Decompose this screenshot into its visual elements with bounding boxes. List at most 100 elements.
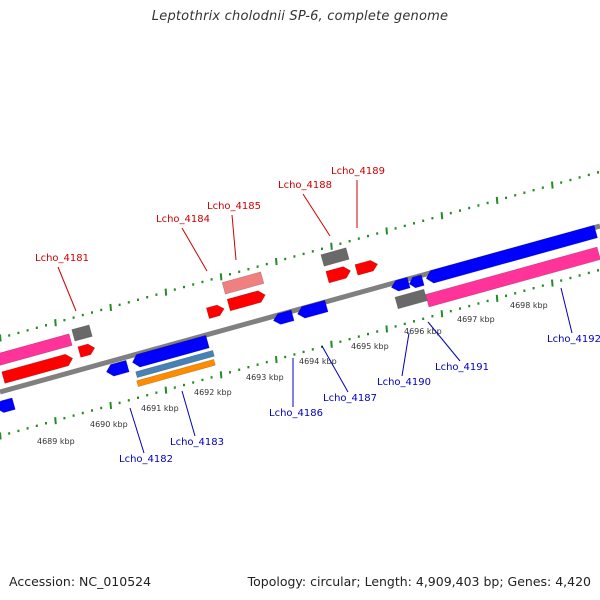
label-leader-lines [57, 180, 573, 454]
reverse-scale-minor-tick [201, 378, 204, 382]
forward-label-leader [57, 266, 77, 312]
gene-salmon-4185 [221, 271, 265, 295]
kbp-tick-label: 4692 kbp [194, 388, 232, 397]
forward-scale-minor-tick [403, 224, 406, 228]
reverse-scale-minor-tick [367, 332, 369, 336]
reverse-scale-minor-tick [229, 371, 231, 374]
reverse-scale-minor-tick [293, 353, 296, 356]
forward-scale-minor-tick [26, 329, 29, 332]
reverse-scale-minor-tick [35, 424, 38, 428]
reverse-scale-minor-tick [45, 422, 47, 425]
forward-scale-minor-tick [449, 211, 452, 215]
forward-scale-minor-tick [302, 252, 305, 256]
forward-scale-minor-tick [256, 265, 259, 268]
gene-blue-4190-body [390, 276, 411, 292]
forward-scale-minor-tick [100, 308, 103, 312]
reverse-label-leader [560, 287, 573, 334]
gene-red-left [1, 353, 74, 384]
reverse-gene-label: Lcho_4187 [323, 393, 377, 404]
reverse-scale-minor-tick [17, 429, 20, 433]
reverse-label-leader [427, 321, 461, 362]
gene-gray-4181-body [71, 324, 93, 342]
reverse-scale-major-tick [0, 432, 2, 440]
reverse-scale-minor-tick [505, 294, 507, 298]
forward-scale-major-tick [54, 319, 57, 327]
reverse-scale-major-tick [219, 371, 223, 379]
reverse-scale-minor-tick [597, 269, 599, 272]
forward-scale-minor-tick [413, 222, 415, 225]
reverse-scale-minor-tick [256, 363, 259, 366]
kbp-tick-label: 4693 kbp [246, 373, 284, 382]
reverse-scale-minor-tick [514, 292, 517, 295]
forward-scale-minor-tick [311, 250, 314, 253]
reverse-scale-minor-tick [523, 289, 526, 292]
forward-scale-major-tick [0, 334, 2, 342]
forward-scale-minor-tick [173, 288, 176, 291]
forward-scale-minor-tick [192, 283, 195, 286]
kbp-tick-label: 4690 kbp [90, 420, 128, 429]
reverse-label-leader [401, 332, 410, 377]
gene-blue-4182a [105, 359, 130, 377]
kbp-tick-label: 4696 kbp [404, 327, 442, 336]
reverse-gene-label: Lcho_4190 [377, 377, 431, 388]
reverse-scale-minor-tick [459, 307, 461, 310]
reverse-scale-minor-tick [127, 399, 130, 402]
forward-label-leader [181, 227, 208, 272]
forward-scale-major-tick [219, 273, 223, 281]
gene-blue-edge [0, 397, 16, 413]
reverse-scale-minor-tick [569, 276, 572, 280]
gene-red-left-body [1, 353, 74, 384]
forward-scale-major-tick [440, 212, 444, 220]
reverse-scale-major-tick [330, 340, 333, 348]
forward-scale-minor-tick [247, 267, 250, 271]
gene-blue-4190b [408, 274, 425, 289]
map-title: Leptothrix cholodnii SP-6, complete geno… [151, 9, 449, 24]
reverse-scale-minor-tick [403, 322, 406, 326]
reverse-gene-label: Lcho_4186 [269, 408, 323, 419]
forward-label-leader [302, 193, 331, 237]
gene-steel-4183 [135, 350, 215, 378]
reverse-scale-minor-tick [192, 381, 195, 384]
gene-blue-4192 [425, 224, 598, 284]
reverse-scale-minor-tick [81, 411, 84, 415]
forward-scale-minor-tick [210, 278, 213, 281]
reverse-scale-minor-tick [486, 299, 489, 303]
gene-gray-4181 [71, 324, 93, 342]
forward-scale-minor-tick [35, 326, 38, 330]
reverse-scale-minor-tick [394, 325, 397, 328]
reverse-scale-minor-tick [348, 337, 351, 341]
reverse-scale-major-tick [495, 294, 499, 302]
reverse-scale-major-tick [109, 401, 112, 410]
reverse-scale-minor-tick [302, 350, 305, 354]
forward-scale-minor-tick [127, 301, 130, 304]
forward-scale-minor-tick [394, 227, 397, 230]
kbp-tick-label: 4697 kbp [457, 315, 495, 324]
gene-red-4184-body [205, 304, 225, 319]
forward-gene-label: Lcho_4188 [278, 180, 332, 191]
reverse-scale-minor-tick [210, 376, 213, 379]
forward-scale-minor-tick [486, 201, 489, 205]
forward-scale-minor-tick [91, 311, 93, 314]
reverse-label-leader [129, 407, 145, 454]
reverse-scale-minor-tick [357, 335, 360, 338]
forward-scale-minor-tick [459, 209, 461, 212]
gene-gray-4191 [394, 288, 428, 310]
forward-scale-minor-tick [293, 255, 296, 258]
gene-blue-4187-body [297, 299, 329, 319]
forward-scale-minor-tick [560, 181, 563, 184]
forward-scale-major-tick [330, 242, 333, 250]
reverse-scale-minor-tick [91, 409, 93, 412]
gene-blue-4182a-body [105, 359, 130, 377]
reverse-label-leader [181, 390, 196, 437]
forward-scale-minor-tick [569, 178, 572, 182]
kbp-tick-label: 4698 kbp [510, 301, 548, 310]
reverse-gene-label: Lcho_4182 [119, 454, 173, 465]
forward-gene-label: Lcho_4185 [207, 201, 261, 212]
reverse-scale-minor-tick [431, 315, 434, 318]
forward-scale-minor-tick [339, 242, 342, 245]
gene-gray-4191-body [394, 288, 428, 310]
forward-scale-minor-tick [63, 318, 66, 322]
forward-scale-minor-tick [541, 186, 544, 189]
kbp-tick-label: 4691 kbp [141, 404, 179, 413]
